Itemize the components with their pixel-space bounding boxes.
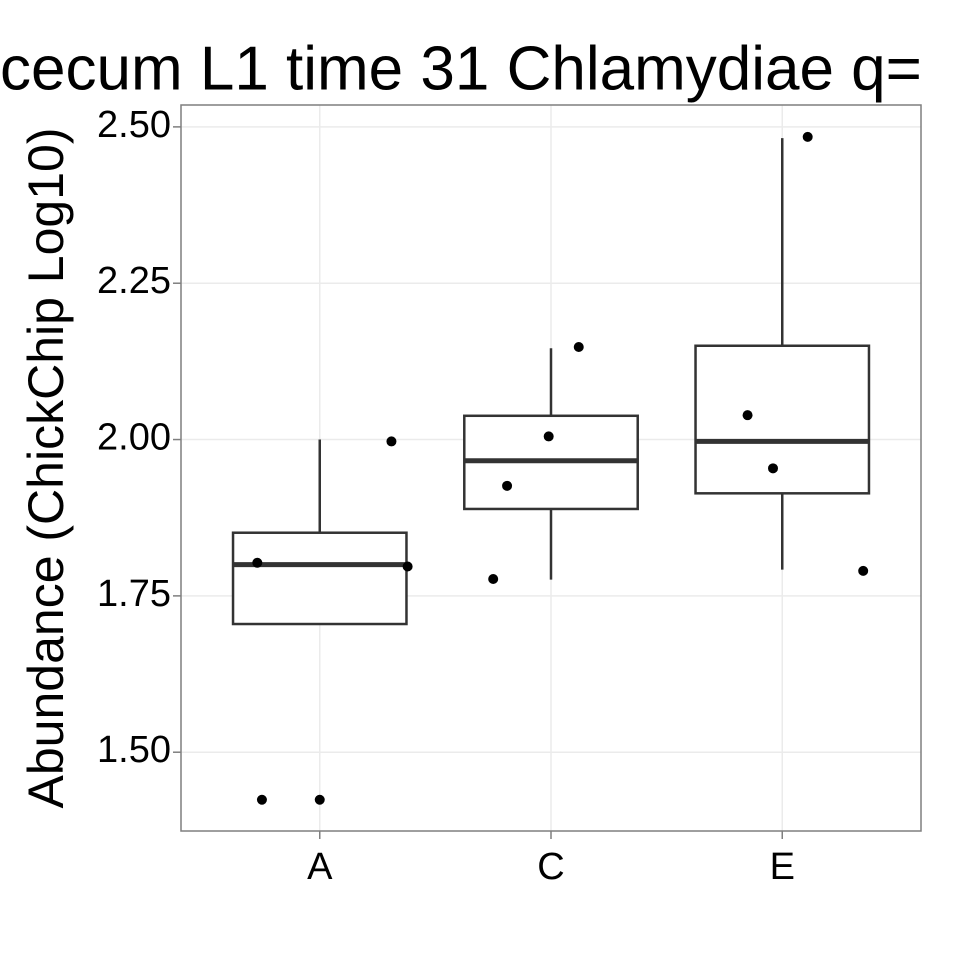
point [502,480,513,491]
point [768,463,778,474]
point [256,794,267,805]
y-tick-label: 1.75 [97,573,171,615]
chart-title: cecum L1 time 31 Chlamydiae q= [0,34,922,103]
point [742,410,753,421]
point [252,557,263,568]
point [573,342,584,352]
y-tick-label: 2.50 [97,104,171,146]
x-tick-label: E [770,846,795,888]
y-tick-label: 2.25 [97,260,171,302]
point [314,794,325,805]
box [231,531,408,626]
point [858,565,869,576]
point [402,561,413,572]
point [386,436,397,447]
x-tick-label: A [307,846,333,888]
y-tick-label: 2.00 [97,417,171,459]
point [802,131,813,142]
point [488,573,499,584]
y-axis-label: Abundance (ChickChip Log10) [18,128,74,809]
x-tick-label: C [537,846,564,888]
box [694,344,871,495]
y-tick-label: 1.50 [97,729,171,771]
marks [231,131,871,805]
point [543,431,554,442]
